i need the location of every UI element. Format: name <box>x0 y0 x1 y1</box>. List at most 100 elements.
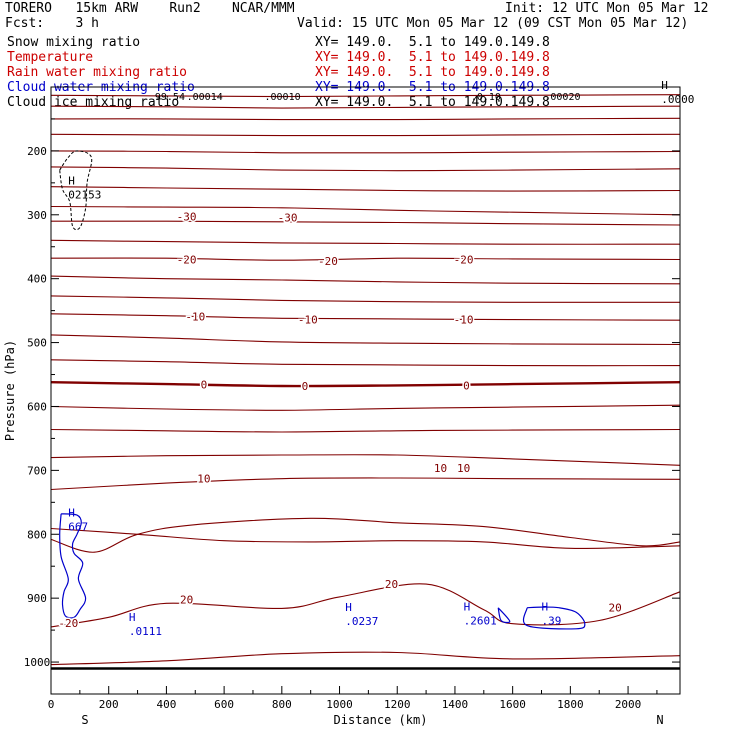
x-tick-label: 600 <box>214 698 234 711</box>
max-value: 667 <box>68 521 88 534</box>
isotherm-label: 20 <box>180 593 193 606</box>
isotherm-label: -20 <box>58 617 78 630</box>
x-tick-label: 400 <box>156 698 176 711</box>
max-value: .0000 <box>661 93 694 106</box>
y-axis-title: Pressure (hPa) <box>3 340 17 441</box>
isotherm-line <box>50 517 681 553</box>
isotherm-label: -10 <box>298 314 318 327</box>
isotherm-label: 10 <box>197 473 210 486</box>
isotherm-label: -20 <box>454 254 474 267</box>
isotherm-label: 20 <box>385 578 398 591</box>
y-tick-label: 200 <box>27 145 47 158</box>
x-tick-label: 1200 <box>384 698 411 711</box>
isotherm-line <box>50 257 681 261</box>
field-name-snow: Snow mixing ratio <box>7 35 141 50</box>
north-label: N <box>656 713 663 727</box>
max-value: .0111 <box>129 625 162 638</box>
max-value: .2601 <box>464 615 497 628</box>
field-name-rain: Rain water mixing ratio <box>7 65 188 80</box>
header-model: TORERO 15km ARW Run2 NCAR/MMM <box>5 1 295 16</box>
y-tick-label: 700 <box>27 464 47 477</box>
field-xy-temperature: XY= 149.0. 5.1 to 149.0.149.8 <box>315 50 550 65</box>
max-marker: H <box>661 79 668 92</box>
x-tick-label: 1400 <box>442 698 469 711</box>
isotherm-line <box>50 477 681 491</box>
isotherm-line <box>50 166 681 172</box>
field-xy-snow: XY= 149.0. 5.1 to 149.0.149.8 <box>315 35 550 50</box>
y-tick-label: 400 <box>27 273 47 286</box>
max-marker: H <box>129 611 136 624</box>
cloud-water-contour <box>59 513 87 619</box>
isotherm-line <box>50 313 681 321</box>
y-tick-label: 800 <box>27 528 47 541</box>
isotherm-label: 0 <box>463 379 470 392</box>
y-tick-label: 900 <box>27 592 47 605</box>
top-strip-label: 99.54 <box>155 92 185 103</box>
max-marker: H <box>464 601 471 614</box>
isotherm-label: 0 <box>201 379 208 392</box>
max-value: 02153 <box>68 188 101 201</box>
isotherm-line <box>50 133 681 137</box>
isotherm-line <box>50 527 681 549</box>
x-tick-label: 2000 <box>615 698 642 711</box>
plot-frame <box>50 86 681 695</box>
x-tick-label: 1000 <box>326 698 353 711</box>
isotherm-line <box>50 428 681 433</box>
isotherm-line <box>50 651 681 666</box>
header-fcst: Fcst: 3 h <box>5 16 99 31</box>
south-label: S <box>81 713 88 727</box>
top-strip-label: .00010 <box>265 92 301 103</box>
max-value: .39 <box>542 615 562 628</box>
isotherm-line <box>50 404 681 411</box>
max-value: .0237 <box>345 615 378 628</box>
top-strip-label: .00020 <box>544 92 580 103</box>
isotherm-line <box>50 150 681 154</box>
x-axis-title: Distance (km) <box>334 713 428 727</box>
top-strip-label: .0.10 <box>471 92 501 103</box>
isotherm-line <box>50 359 681 367</box>
x-tick-label: 1800 <box>557 698 584 711</box>
isotherm-label: 20 <box>608 602 621 615</box>
isotherm-label: -30 <box>278 211 298 224</box>
header-valid: Valid: 15 UTC Mon 05 Mar 12 (09 CST Mon … <box>297 16 689 31</box>
isotherm-label: -10 <box>454 314 474 327</box>
isotherm-line <box>50 295 681 303</box>
isotherm-line <box>50 583 681 628</box>
x-tick-label: 800 <box>272 698 292 711</box>
y-tick-label: 1000 <box>24 656 51 669</box>
y-tick-label: 300 <box>27 209 47 222</box>
field-name-temperature: Temperature <box>7 50 94 65</box>
isotherm-label: 10 <box>434 462 447 475</box>
isotherm-line <box>50 275 681 285</box>
isotherm-line <box>50 334 681 346</box>
isotherm-line <box>50 239 681 245</box>
isotherm-line <box>50 381 681 388</box>
isotherm-line <box>50 117 681 121</box>
top-strip-label: .00014 <box>187 92 223 103</box>
field-xy-rain: XY= 149.0. 5.1 to 149.0.149.8 <box>315 65 550 80</box>
isotherm-label: -20 <box>318 255 338 268</box>
max-marker: H <box>68 174 75 187</box>
isotherm-label: -10 <box>185 310 205 323</box>
isotherm-label: -20 <box>177 254 197 267</box>
max-marker: H <box>542 601 549 614</box>
isotherm-label: -30 <box>177 211 197 224</box>
isotherm-line <box>50 205 681 216</box>
header-init: Init: 12 UTC Mon 05 Mar 12 <box>505 1 709 16</box>
isotherm-line <box>50 94 681 98</box>
isotherm-line <box>50 105 681 109</box>
y-tick-label: 500 <box>27 337 47 350</box>
max-marker: H <box>68 507 75 520</box>
x-tick-label: 0 <box>48 698 55 711</box>
isotherm-line <box>50 186 681 192</box>
isotherm-line <box>50 220 681 226</box>
x-tick-label: 1600 <box>499 698 526 711</box>
max-marker: H <box>345 601 352 614</box>
x-tick-label: 200 <box>99 698 119 711</box>
y-tick-label: 600 <box>27 400 47 413</box>
isotherm-label: 0 <box>302 380 309 393</box>
isotherm-line <box>50 454 681 466</box>
cloud-water-contour <box>522 606 586 630</box>
cloud-water-contour <box>497 607 511 624</box>
